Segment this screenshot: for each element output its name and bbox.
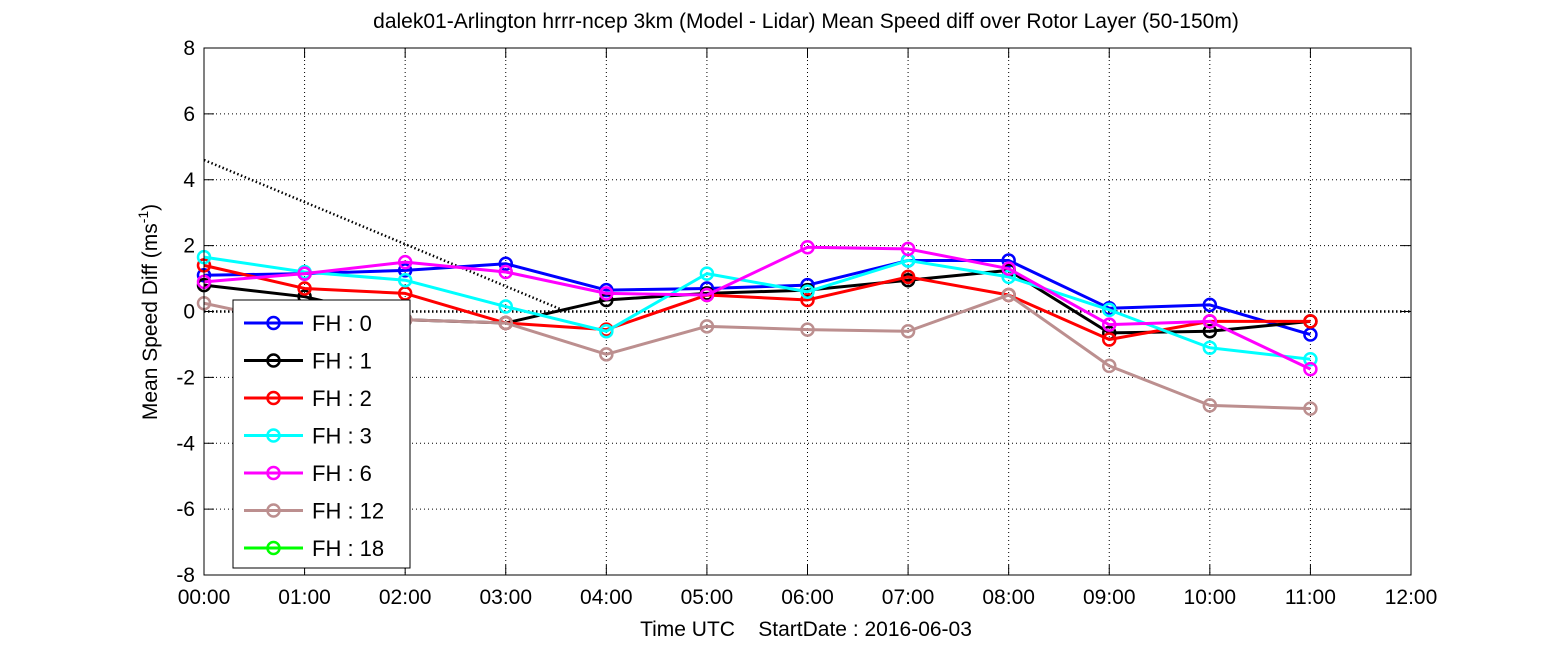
y-tick-label: -2 — [176, 366, 195, 389]
ticks — [203, 47, 1412, 576]
legend-item: FH : 3 — [244, 424, 372, 449]
y-tick-label: 0 — [183, 301, 195, 324]
data-point — [498, 315, 513, 331]
y-tick-label: -4 — [176, 432, 195, 455]
y-axis-label: Mean Speed Diff (ms-1) — [135, 204, 162, 420]
legend-swatch-marker — [266, 465, 281, 481]
y-axis-label-main: Mean Speed Diff (ms — [139, 223, 162, 420]
legend-swatch-marker — [266, 315, 281, 331]
data-point — [1001, 287, 1016, 303]
legend-swatch-marker — [266, 503, 281, 518]
y-tick-label: 6 — [183, 103, 195, 126]
legend-items: FH : 0 FH : 1 FH : 2 FH : 3 FH : 6 FH : 12 FH … — [244, 311, 384, 561]
data-point — [800, 284, 815, 299]
x-tick-label: 12:00 — [1385, 586, 1438, 609]
x-tick-label: 05:00 — [681, 586, 734, 609]
x-tick-label: 09:00 — [1083, 586, 1136, 609]
data-point — [1202, 297, 1218, 313]
data-point — [498, 264, 513, 280]
data-point — [1202, 398, 1218, 413]
legend-swatch-marker — [266, 428, 281, 443]
data-point — [498, 299, 513, 314]
x-tick-label: 10:00 — [1184, 586, 1237, 609]
data-point — [1001, 269, 1016, 285]
legend-label: FH : 12 — [312, 499, 384, 524]
y-tick-labels: -8 -6 -4 -2 0 2 4 6 8 — [176, 37, 195, 587]
data-point — [599, 324, 614, 339]
data-point — [1303, 401, 1318, 416]
series-line — [203, 255, 1311, 361]
data-point — [1001, 253, 1016, 268]
data-point — [800, 322, 815, 337]
y-tick-label: -8 — [176, 564, 195, 587]
legend-item: FH : 12 — [244, 499, 384, 524]
data-point — [498, 256, 513, 271]
data-point — [297, 281, 312, 296]
series-line — [203, 258, 1311, 336]
legend-item: FH : 6 — [244, 461, 372, 486]
legend-label: FH : 18 — [312, 536, 384, 561]
data-point — [1303, 314, 1318, 329]
x-axis-label: Time UTC StartDate : 2016-06-03 — [640, 618, 972, 641]
y-axis-label-close: ) — [139, 204, 162, 211]
x-tick-label: 06:00 — [781, 586, 834, 609]
data-point — [800, 292, 815, 308]
data-point — [1102, 332, 1117, 347]
y-tick-label: 4 — [183, 169, 195, 192]
y-tick-label: 8 — [183, 37, 195, 60]
legend-swatch-marker — [266, 540, 281, 556]
legend-item: FH : 0 — [244, 311, 372, 336]
data-point — [900, 241, 916, 257]
x-tick-label: 11:00 — [1285, 586, 1336, 609]
legend-label: FH : 3 — [312, 424, 372, 449]
legend-swatch-marker — [266, 353, 281, 368]
legend-item: FH : 2 — [244, 386, 372, 411]
legend-label: FH : 6 — [312, 461, 372, 486]
data-point — [1303, 352, 1318, 367]
chart-title: dalek01-Arlington hrrr-ncep 3km (Model -… — [373, 10, 1239, 33]
data-point — [397, 254, 413, 270]
legend-item: FH : 1 — [244, 349, 372, 374]
legend-label: FH : 0 — [312, 311, 372, 336]
data-point — [699, 287, 715, 303]
data-point — [699, 266, 715, 281]
data-point — [599, 347, 614, 362]
data-point — [1102, 317, 1117, 332]
y-axis-label-superscript: -1 — [135, 211, 151, 224]
data-point — [1303, 361, 1318, 377]
data-point — [900, 269, 916, 285]
x-tick-labels: 00:00 01:00 02:00 03:00 04:00 05:00 06:00 07:00… — [178, 586, 1438, 609]
y-tick-label: -6 — [176, 498, 195, 521]
x-tick-label: 03:00 — [479, 586, 532, 609]
reference-line — [203, 158, 567, 313]
data-point — [900, 324, 916, 339]
legend-label: FH : 2 — [312, 386, 372, 411]
legend-label: FH : 1 — [312, 349, 372, 374]
legend-item: FH : 18 — [244, 536, 384, 561]
data-point — [800, 240, 815, 255]
legend-swatch-marker — [266, 390, 281, 406]
data-point — [1202, 340, 1218, 355]
series-line — [203, 263, 1311, 341]
data-point — [1102, 302, 1117, 318]
data-point — [397, 272, 413, 288]
data-point — [1102, 358, 1117, 374]
data-point — [1202, 324, 1218, 339]
x-tick-label: 07:00 — [882, 586, 935, 609]
x-tick-label: 00:00 — [178, 586, 231, 609]
x-tick-label: 04:00 — [580, 586, 633, 609]
x-tick-label: 02:00 — [379, 586, 432, 609]
data-point — [599, 286, 614, 301]
data-point — [397, 263, 413, 278]
x-tick-label: 08:00 — [982, 586, 1035, 609]
data-point — [1001, 261, 1016, 276]
x-tick-label: 01:00 — [278, 586, 331, 609]
data-point — [1202, 314, 1218, 329]
data-point — [699, 319, 715, 334]
data-point — [297, 266, 312, 281]
series-line — [203, 245, 1312, 371]
y-tick-label: 2 — [183, 235, 195, 258]
legend: FH : 0 FH : 1 FH : 2 FH : 3 FH : 6 FH : 12 FH … — [232, 299, 411, 569]
